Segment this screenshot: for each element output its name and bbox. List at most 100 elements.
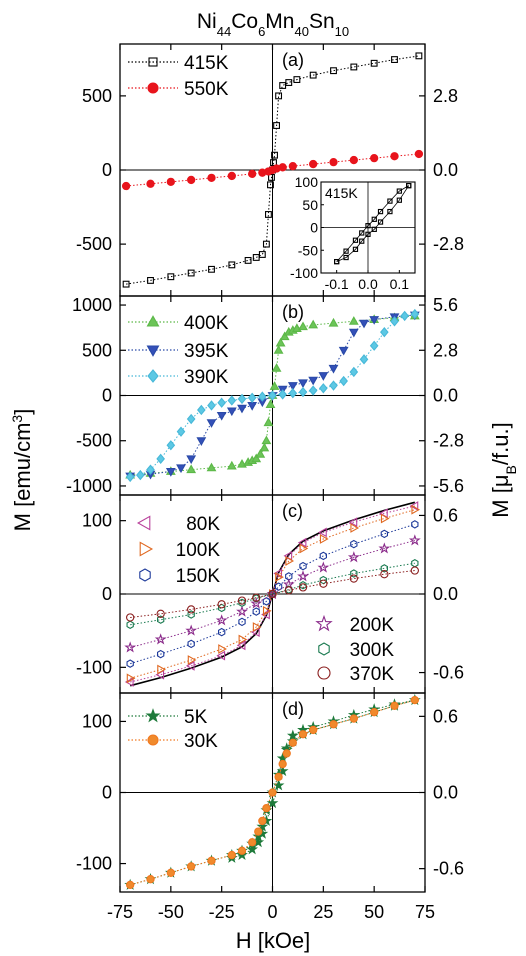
data-point	[309, 725, 318, 735]
data-point	[390, 316, 399, 327]
data-point	[278, 759, 287, 769]
data-point	[185, 624, 198, 636]
data-point	[284, 586, 293, 595]
y-tick-label-right: -0.6	[433, 859, 464, 879]
data-point	[265, 211, 272, 218]
data-point	[185, 660, 195, 671]
data-point	[165, 468, 176, 477]
data-point	[156, 649, 165, 659]
data-point	[176, 464, 186, 474]
data-point	[247, 392, 257, 403]
data-point	[147, 277, 154, 284]
data-point	[411, 504, 421, 515]
y-tick-label-right: -5.6	[433, 476, 464, 496]
inset-x-tick-label: -0.1	[325, 276, 349, 292]
data-point	[250, 597, 263, 609]
data-point	[298, 321, 308, 331]
data-point	[269, 381, 280, 390]
data-point	[348, 328, 359, 338]
data-point	[288, 738, 297, 747]
data-point	[262, 803, 271, 813]
data-point	[126, 880, 135, 890]
data-point	[166, 440, 176, 451]
ylabel-left-sup: 3	[9, 415, 25, 423]
title-part: 44	[217, 24, 231, 39]
data-point	[380, 564, 389, 573]
legend-label: 100K	[176, 540, 221, 561]
data-point	[318, 642, 330, 656]
legend-entry: 395K	[128, 341, 229, 362]
data-point	[147, 734, 159, 746]
data-point	[365, 223, 371, 229]
series-200K	[124, 534, 421, 653]
data-point	[352, 237, 359, 243]
data-point	[408, 534, 421, 546]
data-point	[166, 177, 175, 187]
data-point	[273, 122, 280, 129]
y-tick-label-left: -100	[76, 854, 112, 874]
data-point	[207, 856, 216, 865]
data-point	[410, 695, 419, 705]
data-point	[263, 417, 274, 427]
data-point	[359, 319, 369, 329]
data-point	[207, 400, 216, 411]
data-point	[236, 640, 246, 651]
data-point	[275, 572, 284, 583]
y-tick-label-left: 500	[82, 340, 112, 360]
x-tick-label: 75	[415, 902, 435, 922]
y-axis-label-left: M [emu/cm3]	[9, 409, 35, 532]
legend-entry: 300K	[318, 640, 394, 661]
data-point	[286, 729, 299, 741]
ylabel-left-main: M [emu/cm	[10, 423, 35, 532]
data-point	[154, 633, 167, 645]
data-point	[370, 153, 379, 163]
data-point	[319, 534, 329, 544]
data-point	[350, 539, 358, 549]
y-tick-label-left: -500	[76, 234, 112, 254]
y-tick-label-right: 0.0	[433, 783, 458, 803]
data-point	[124, 677, 134, 687]
data-point	[352, 246, 359, 252]
series-line	[130, 699, 415, 886]
data-point	[339, 375, 348, 387]
data-point	[285, 79, 293, 86]
y-tick-label-right: 0.0	[433, 386, 458, 406]
data-point	[409, 501, 419, 511]
series-line	[130, 540, 415, 648]
data-point	[411, 520, 419, 529]
x-tick-label: 0	[267, 902, 277, 922]
series-100K	[126, 504, 421, 684]
data-point	[387, 208, 393, 215]
data-point	[126, 659, 134, 668]
data-point	[176, 426, 186, 437]
legend-label: 30K	[184, 731, 218, 752]
data-point	[334, 258, 340, 265]
legend-label: 395K	[184, 341, 229, 362]
data-point	[275, 337, 286, 347]
data-point	[338, 346, 349, 356]
data-point	[217, 627, 226, 637]
legend-entry: 415K	[128, 53, 229, 74]
legend-label: 80K	[186, 514, 220, 535]
data-point	[414, 149, 424, 159]
y-tick-label-right: 2.8	[433, 340, 458, 360]
data-point	[390, 701, 399, 710]
panel-label: (d)	[282, 699, 304, 719]
title-part: 10	[335, 24, 349, 39]
data-point	[317, 666, 331, 680]
data-point	[309, 159, 318, 169]
data-point	[252, 593, 261, 602]
data-point	[370, 708, 379, 717]
data-point	[227, 171, 236, 181]
data-point	[126, 673, 136, 684]
series-30K	[126, 695, 419, 890]
data-point	[147, 369, 159, 383]
data-point	[274, 582, 283, 591]
inset-x-tick-label: 0.1	[390, 276, 410, 292]
data-point	[410, 566, 419, 575]
data-point	[208, 265, 215, 273]
data-point	[237, 596, 247, 605]
data-point	[369, 340, 379, 351]
y-tick-label-left: -500	[76, 431, 112, 451]
data-point	[282, 749, 291, 758]
